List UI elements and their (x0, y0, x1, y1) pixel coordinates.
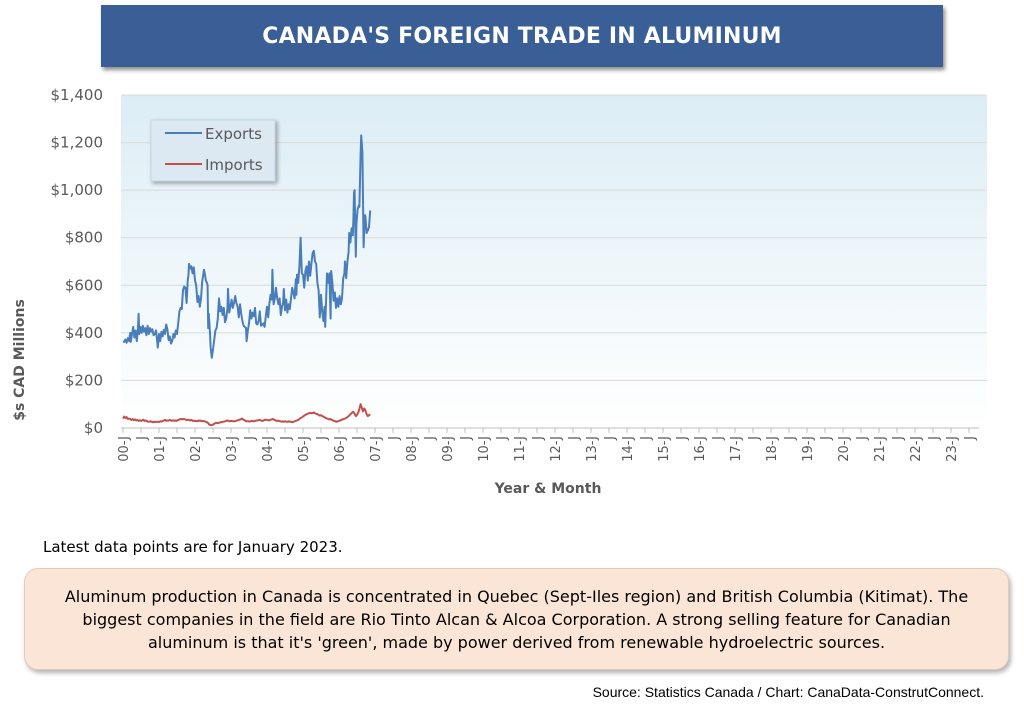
y-tick-label: $800 (65, 229, 103, 247)
x-tick-label: J (531, 436, 546, 441)
y-axis-label: $s CAD Millions (12, 299, 28, 421)
info-box: Aluminum production in Canada is concent… (24, 568, 1009, 670)
info-text: Aluminum production in Canada is concent… (64, 586, 969, 652)
y-tick-label: $200 (65, 371, 103, 389)
x-tick-label: J (135, 436, 150, 441)
x-tick-label: J (639, 436, 654, 441)
x-tick-label: 04-J (261, 436, 276, 462)
legend-label-exports: Exports (205, 125, 262, 143)
x-tick-label: 19-J (801, 436, 816, 462)
x-tick-label: J (711, 436, 726, 441)
x-tick-label: 13-J (585, 436, 600, 462)
x-tick-label: 22-J (909, 436, 924, 462)
chart-title: CANADA'S FOREIGN TRADE IN ALUMINUM (262, 23, 782, 49)
x-tick-label: 11-J (513, 436, 528, 462)
x-tick-label: 00-J (117, 436, 132, 462)
x-tick-label: J (783, 436, 798, 441)
y-tick-label: $1,000 (51, 181, 104, 199)
x-tick-label: J (315, 436, 330, 441)
x-axis: 00-J J 01-J J 02-J J 03-J J 04-J J 05-J J 06-J J 07-J J… (117, 427, 979, 462)
x-tick-label: J (279, 436, 294, 441)
x-tick-label: J (387, 436, 402, 441)
series-line-exports (122, 134, 372, 359)
x-tick-label: J (423, 436, 438, 441)
x-tick-label: 01-J (153, 436, 168, 462)
x-tick-label: J (567, 436, 582, 441)
x-tick-label: J (819, 436, 834, 441)
latest-data-note: Latest data points are for January 2023. (43, 538, 343, 556)
y-tick-label: $0 (84, 419, 103, 437)
x-tick-label: J (171, 436, 186, 441)
x-tick-label: J (243, 436, 258, 441)
x-tick-label: 09-J (441, 436, 456, 462)
x-tick-label: J (963, 436, 978, 441)
x-tick-label: J (351, 436, 366, 441)
gridlines (121, 94, 987, 381)
x-tick-label: 20-J (837, 436, 852, 462)
y-tick-label: $600 (65, 276, 103, 294)
x-tick-label: 15-J (657, 436, 672, 462)
x-tick-label: J (207, 436, 222, 441)
legend: Exports Imports (150, 119, 276, 182)
x-tick-label: J (747, 436, 762, 441)
y-tick-label: $1,200 (51, 134, 104, 152)
x-axis-label: Year & Month (494, 481, 602, 497)
x-tick-label: J (675, 436, 690, 441)
x-tick-label: 23-J (945, 436, 960, 462)
x-tick-label: 14-J (621, 436, 636, 462)
x-tick-label: 21-J (873, 436, 888, 462)
x-tick-label: 12-J (549, 436, 564, 462)
series-lines (122, 134, 372, 427)
x-tick-label: 06-J (333, 436, 348, 462)
x-tick-label: 10-J (477, 436, 492, 462)
x-tick-label: J (927, 436, 942, 441)
x-tick-label: 05-J (297, 436, 312, 462)
x-tick-label: 02-J (189, 436, 204, 462)
x-tick-label: 18-J (765, 436, 780, 462)
series-line-imports (122, 403, 371, 427)
legend-label-imports: Imports (205, 156, 263, 174)
x-tick-label: 17-J (729, 436, 744, 462)
x-tick-label: J (891, 436, 906, 441)
legend-box (150, 119, 276, 182)
title-banner: CANADA'S FOREIGN TRADE IN ALUMINUM (101, 5, 943, 67)
x-tick-label: 16-J (693, 436, 708, 462)
source-credit: Source: Statistics Canada / Chart: CanaD… (592, 684, 984, 700)
x-tick-label: J (459, 436, 474, 441)
y-tick-label: $400 (65, 324, 103, 342)
x-tick-label: 08-J (405, 436, 420, 462)
y-axis: $0 $200 $400 $600 $800 $1,000 $1,200 $1,400 (51, 86, 104, 437)
line-chart: $0 $200 $400 $600 $800 $1,000 $1,200 $1,400 00-… (12, 86, 987, 497)
x-tick-label: J (603, 436, 618, 441)
x-tick-label: 03-J (225, 436, 240, 462)
y-tick-label: $1,400 (51, 86, 104, 104)
x-tick-label: J (855, 436, 870, 441)
x-tick-label: J (495, 436, 510, 441)
x-tick-label: 07-J (369, 436, 384, 462)
